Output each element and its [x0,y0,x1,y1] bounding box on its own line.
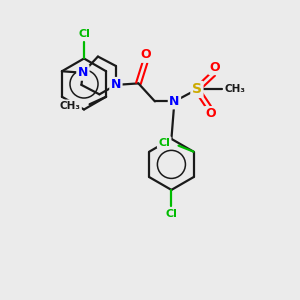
Text: O: O [210,61,220,74]
Text: S: S [192,82,202,96]
Text: N: N [78,66,88,79]
Text: CH₃: CH₃ [224,84,245,94]
Text: O: O [140,48,151,62]
Text: N: N [111,78,121,92]
Text: Cl: Cl [166,209,177,219]
Text: CH₃: CH₃ [60,101,81,111]
Text: Cl: Cl [158,138,170,148]
Text: N: N [169,95,180,108]
Text: O: O [205,107,216,121]
Text: Cl: Cl [78,29,90,40]
